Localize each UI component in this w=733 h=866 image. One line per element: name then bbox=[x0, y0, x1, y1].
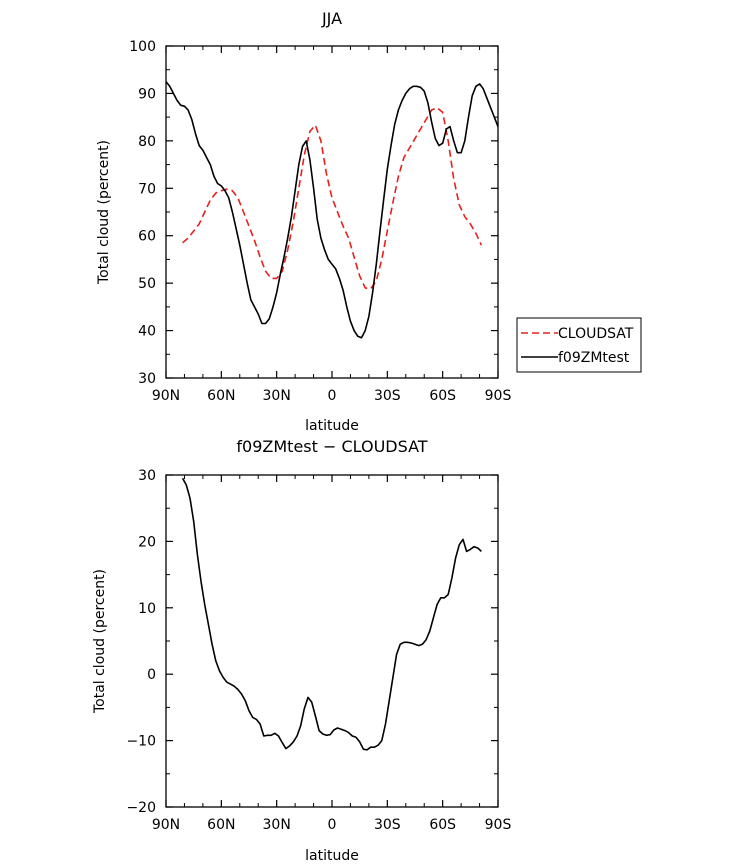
top-axis-ticks: 90N 60N 30N 0 30S 60S 90S 30 40 50 60 70 80 90 100 bbox=[129, 39, 511, 404]
legend: CLOUDSAT f09ZMtest bbox=[516, 317, 642, 373]
legend-label-cloudsat: CLOUDSAT bbox=[558, 326, 634, 342]
top-panel: JJA 90N 60N 30N 0 30S 60S 90S 30 40 50 60 70 80 90 100… bbox=[96, 9, 642, 434]
x-tick-label: 30N bbox=[263, 388, 291, 404]
bottom-plot-frame bbox=[165, 474, 499, 808]
y-tick-label: 0 bbox=[147, 667, 156, 683]
bottom-y-axis-label: Total cloud (percent) bbox=[92, 569, 108, 714]
bottom-panel: f09ZMtest − CLOUDSAT 90N 60N 30N 0 30S 60S 90S… bbox=[92, 437, 511, 864]
y-tick-label: 10 bbox=[138, 601, 156, 617]
top-plot-frame bbox=[165, 45, 499, 379]
x-tick-label: 60N bbox=[207, 817, 235, 833]
y-tick-label: 40 bbox=[138, 324, 156, 340]
bottom-x-axis-label: latitude bbox=[305, 848, 359, 864]
y-tick-label: 30 bbox=[138, 468, 156, 484]
x-tick-label: 90N bbox=[152, 817, 180, 833]
x-tick-label: 60S bbox=[429, 388, 456, 404]
x-tick-label: 60N bbox=[207, 388, 235, 404]
bottom-series-line-difference bbox=[181, 477, 482, 751]
top-series-line-f09zmtest bbox=[165, 81, 499, 339]
top-x-axis-label: latitude bbox=[305, 418, 359, 434]
top-chart-title: JJA bbox=[321, 9, 342, 28]
bottom-series-lines bbox=[181, 477, 482, 751]
y-tick-label: 100 bbox=[129, 39, 156, 55]
legend-label-f09zmtest: f09ZMtest bbox=[558, 350, 630, 366]
x-tick-label: 60S bbox=[429, 817, 456, 833]
bottom-axis-ticks: 90N 60N 30N 0 30S 60S 90S −20 −10 0 10 20 30 bbox=[126, 468, 511, 833]
top-y-axis-label: Total cloud (percent) bbox=[96, 140, 112, 285]
x-tick-label: 90S bbox=[485, 817, 512, 833]
bottom-chart-title: f09ZMtest − CLOUDSAT bbox=[236, 437, 427, 456]
y-tick-label: 30 bbox=[138, 371, 156, 387]
y-tick-label: 80 bbox=[138, 134, 156, 150]
x-tick-label: 30N bbox=[263, 817, 291, 833]
top-series-line-cloudsat bbox=[182, 106, 483, 290]
x-tick-label: 30S bbox=[374, 388, 401, 404]
x-tick-label: 30S bbox=[374, 817, 401, 833]
legend-box bbox=[516, 317, 642, 373]
x-tick-label: 90S bbox=[485, 388, 512, 404]
y-tick-label: 50 bbox=[138, 276, 156, 292]
x-tick-label: 90N bbox=[152, 388, 180, 404]
x-tick-label: 0 bbox=[328, 817, 337, 833]
y-tick-label: 70 bbox=[138, 181, 156, 197]
y-tick-label: 60 bbox=[138, 229, 156, 245]
x-tick-label: 0 bbox=[328, 388, 337, 404]
y-tick-label: −10 bbox=[126, 734, 156, 750]
y-tick-label: −20 bbox=[126, 800, 156, 816]
top-series-lines bbox=[165, 81, 499, 339]
y-tick-label: 20 bbox=[138, 534, 156, 550]
y-tick-label: 90 bbox=[138, 86, 156, 102]
